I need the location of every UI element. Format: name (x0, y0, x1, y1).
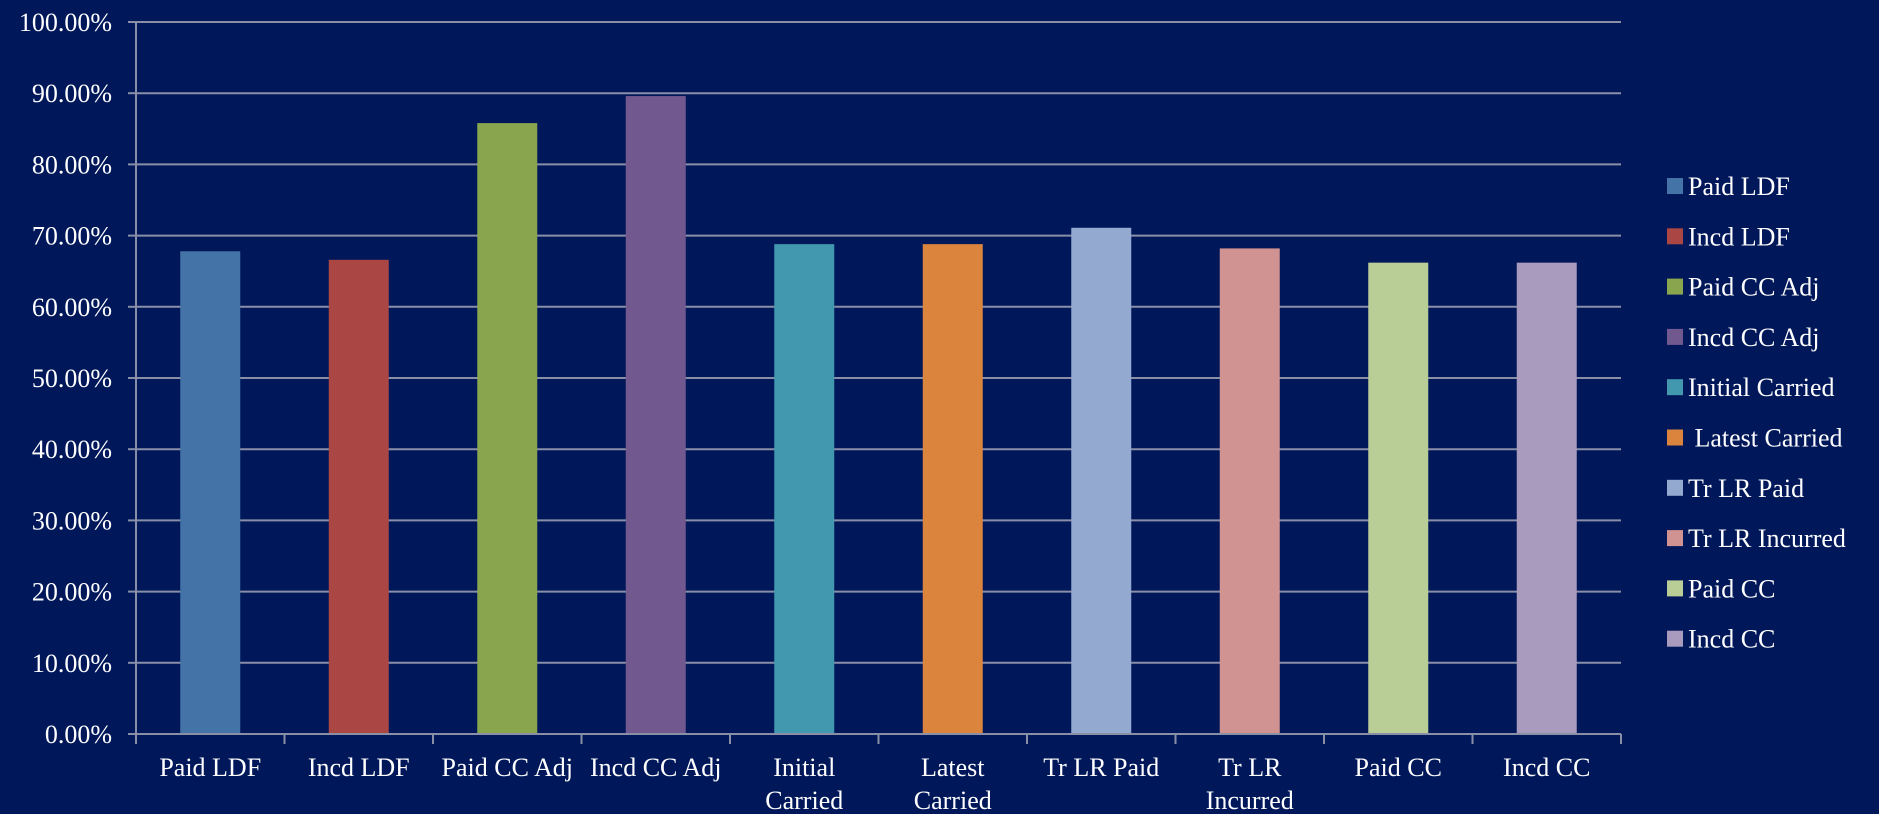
x-tick-label: Paid LDF (159, 753, 261, 782)
bar-paid-cc (1368, 262, 1429, 734)
legend: Paid LDF Incd LDF Paid CC Adj Incd CC Adj In… (1667, 172, 1846, 654)
y-tick-label: 40.00% (32, 435, 112, 464)
x-tick-label: Latest Carried (914, 753, 992, 814)
legend-label: Incd CC Adj (1688, 323, 1819, 352)
legend-swatch (1667, 278, 1683, 295)
bar-incd-cc-adj (625, 96, 686, 735)
legend-item: Incd LDF (1667, 222, 1790, 251)
legend-item: Latest Carried (1667, 424, 1843, 453)
legend-swatch (1667, 379, 1683, 396)
legend-label: Incd CC (1688, 625, 1775, 654)
legend-label: Initial Carried (1688, 373, 1835, 402)
legend-swatch (1667, 479, 1683, 496)
y-tick-label: 90.00% (32, 79, 112, 108)
y-tick-label: 80.00% (32, 150, 112, 179)
axes (128, 21, 1622, 744)
legend-item: Tr LR Paid (1667, 474, 1804, 503)
legend-label: Incd LDF (1688, 222, 1790, 251)
x-axis-tick-labels: Paid LDF Incd LDF Paid CC Adj Incd CC Adj In… (159, 753, 1590, 814)
bar-incd-cc (1516, 262, 1577, 734)
legend-swatch (1667, 178, 1683, 194)
legend-swatch (1667, 328, 1683, 345)
bars (180, 96, 1577, 735)
bar-incd-ldf (328, 259, 389, 734)
x-tick-label: Incd CC Adj (590, 753, 721, 782)
y-tick-label: 30.00% (32, 506, 112, 535)
legend-label: Paid CC (1688, 574, 1775, 603)
bar-tr-lr-incurred (1219, 248, 1280, 734)
x-tick-label: Paid CC (1355, 753, 1442, 782)
legend-swatch (1667, 228, 1683, 245)
y-tick-label: 50.00% (32, 364, 112, 393)
bar-paid-ldf (180, 251, 241, 734)
legend-swatch (1667, 429, 1683, 446)
legend-swatch (1667, 580, 1683, 597)
legend-label: Tr LR Incurred (1688, 524, 1846, 553)
y-tick-label: 100.00% (19, 8, 112, 37)
x-tick-label: Incd LDF (308, 753, 410, 782)
bar-initial-carried (774, 244, 835, 735)
legend-item: Tr LR Incurred (1667, 524, 1846, 553)
x-tick-label: Initial Carried (765, 753, 843, 814)
y-axis-tick-labels: 0.00% 10.00% 20.00% 30.00% 40.00% 50.00% 60.00… (19, 8, 112, 749)
x-tick-label: Tr LR Incurred (1206, 753, 1294, 814)
legend-swatch (1667, 630, 1683, 647)
y-tick-label: 20.00% (32, 578, 112, 607)
legend-label: Paid CC Adj (1688, 273, 1819, 302)
y-tick-label: 60.00% (32, 293, 112, 322)
bar-latest-carried (922, 244, 983, 735)
bar-paid-cc-adj (477, 123, 538, 734)
y-tick-label: 0.00% (45, 720, 112, 749)
legend-label: Tr LR Paid (1688, 474, 1804, 503)
x-tick-label: Paid CC Adj (442, 753, 573, 782)
legend-item: Paid CC (1667, 574, 1775, 603)
legend-item: Incd CC Adj (1667, 323, 1819, 352)
legend-item: Incd CC (1667, 625, 1775, 654)
bar-tr-lr-paid (1071, 227, 1132, 734)
legend-swatch (1667, 530, 1683, 547)
x-tick-label: Incd CC (1503, 753, 1590, 782)
legend-label: Paid LDF (1688, 172, 1790, 201)
legend-item: Paid LDF (1667, 172, 1790, 201)
y-tick-label: 70.00% (32, 222, 112, 251)
legend-item: Paid CC Adj (1667, 273, 1819, 302)
legend-label: Latest Carried (1688, 424, 1843, 453)
x-tick-label: Tr LR Paid (1043, 753, 1159, 782)
legend-item: Initial Carried (1667, 373, 1835, 402)
y-tick-label: 10.00% (32, 649, 112, 678)
